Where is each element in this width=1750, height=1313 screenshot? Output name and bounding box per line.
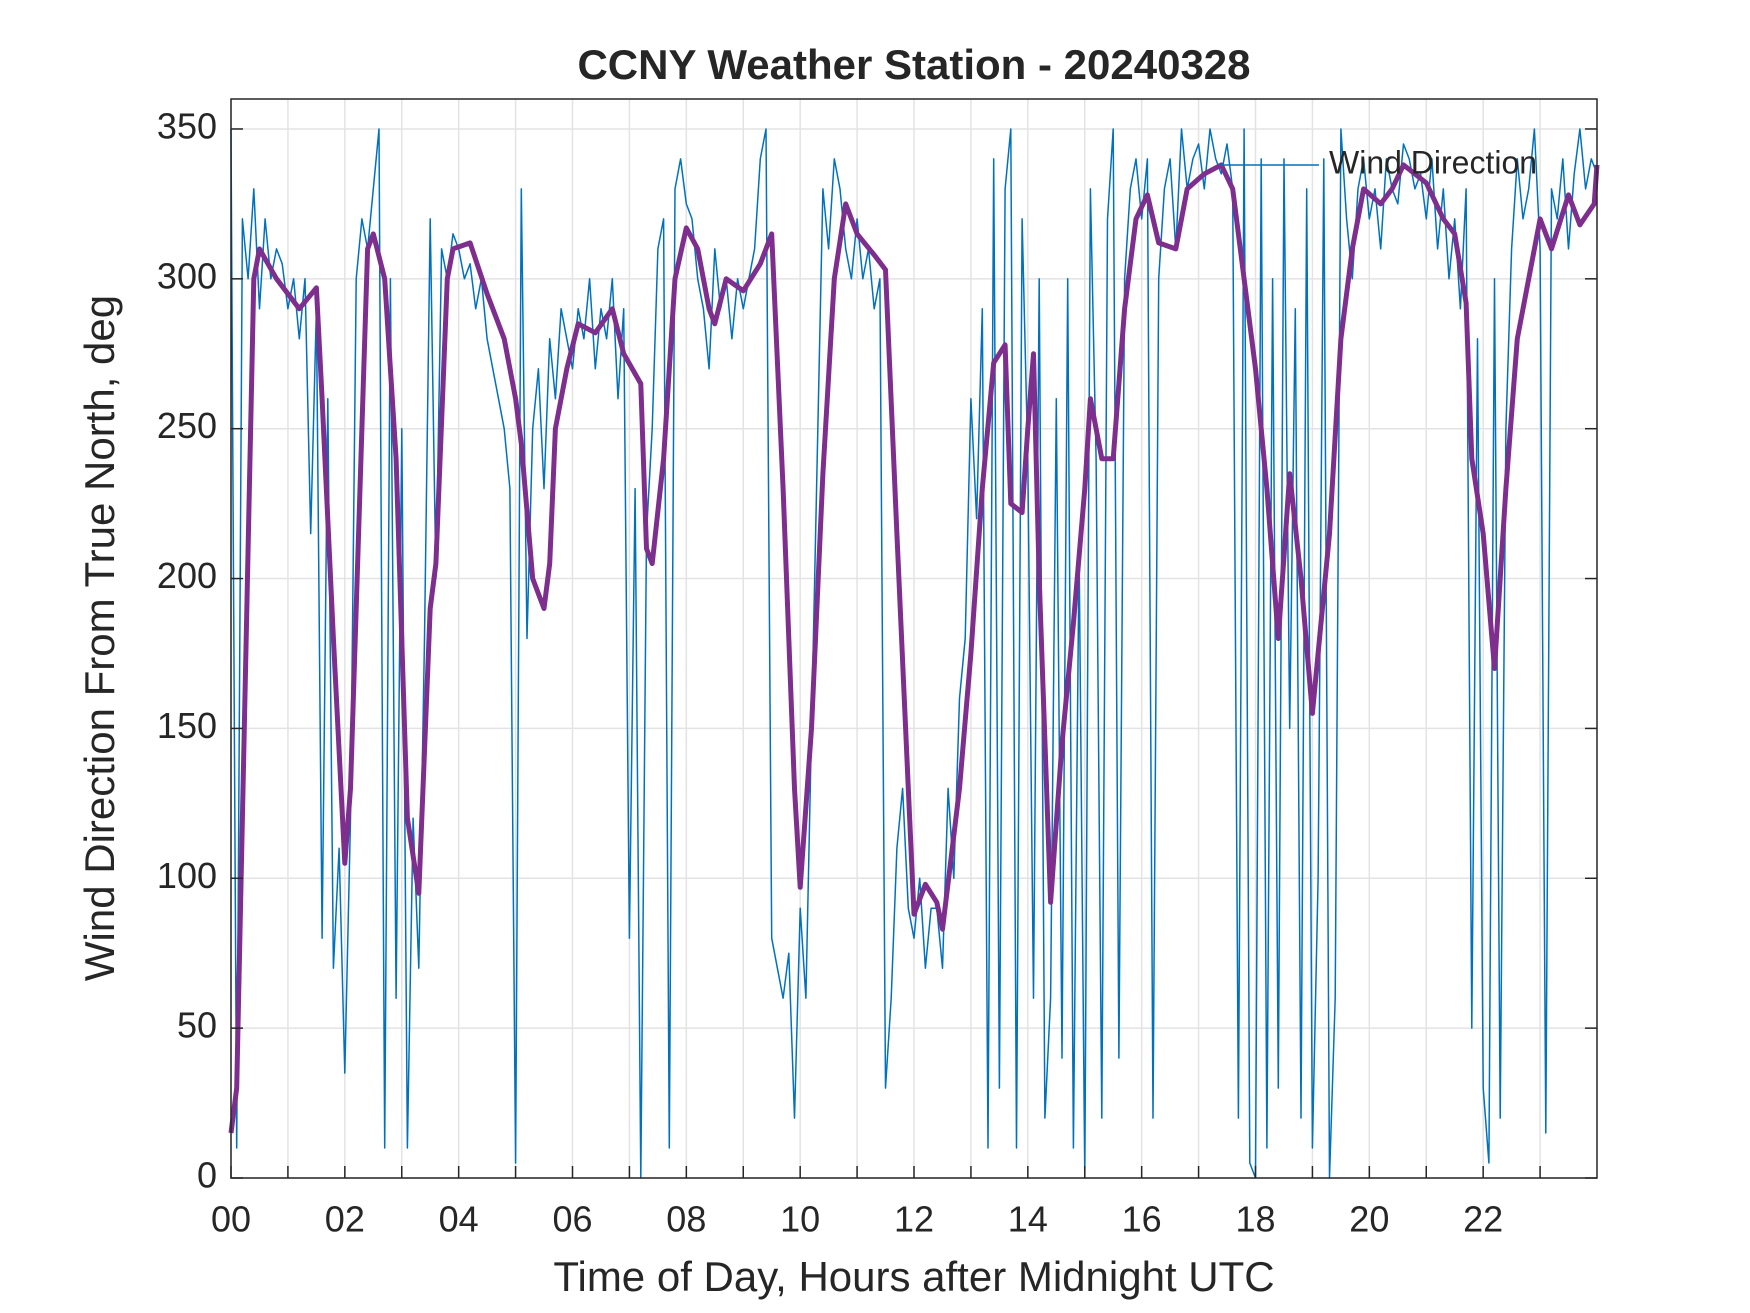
x-tick-label: 10 bbox=[780, 1199, 820, 1240]
x-axis-label: Time of Day, Hours after Midnight UTC bbox=[553, 1253, 1274, 1300]
y-tick-label: 200 bbox=[157, 555, 217, 596]
y-tick-label: 150 bbox=[157, 705, 217, 746]
x-tick-label: 02 bbox=[325, 1199, 365, 1240]
y-tick-label: 50 bbox=[177, 1005, 217, 1046]
chart-title: CCNY Weather Station - 20240328 bbox=[577, 41, 1250, 88]
data-line bbox=[228, 162, 1600, 1134]
x-tick-label: 14 bbox=[1008, 1199, 1048, 1240]
x-tick-label: 20 bbox=[1349, 1199, 1389, 1240]
x-tick-label: 18 bbox=[1235, 1199, 1275, 1240]
y-axis-label: Wind Direction From True North, deg bbox=[76, 295, 123, 981]
x-tick-label: 08 bbox=[666, 1199, 706, 1240]
y-tick-label: 300 bbox=[157, 255, 217, 296]
y-tick-label: 100 bbox=[157, 855, 217, 896]
x-tick-label: 04 bbox=[439, 1199, 479, 1240]
x-tick-label: 22 bbox=[1463, 1199, 1503, 1240]
y-tick-label: 250 bbox=[157, 405, 217, 446]
legend-label: Wind Direction bbox=[1329, 144, 1537, 180]
x-tick-label: 00 bbox=[211, 1199, 251, 1240]
x-tick-label: 16 bbox=[1122, 1199, 1162, 1240]
y-tick-label: 0 bbox=[197, 1155, 217, 1196]
x-tick-label: 06 bbox=[552, 1199, 592, 1240]
y-tick-label: 350 bbox=[157, 105, 217, 146]
x-tick-label: 12 bbox=[894, 1199, 934, 1240]
